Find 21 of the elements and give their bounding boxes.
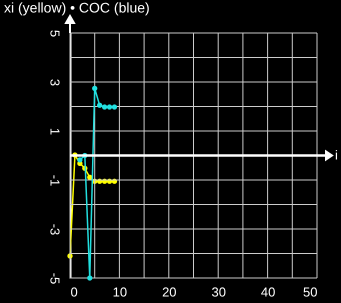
x-tick-label: 50	[303, 284, 318, 300]
y-tick-label: 3	[48, 78, 62, 86]
x-axis-title: i	[335, 148, 338, 162]
chart-title: xi (yellow) • COC (blue)	[4, 0, 150, 16]
point	[112, 104, 118, 110]
point	[106, 104, 112, 110]
x-tick-label: 0	[70, 284, 78, 300]
y-tick-label: 1	[48, 128, 62, 136]
point	[92, 86, 98, 92]
y-tick-label: -3	[48, 224, 62, 236]
point	[77, 157, 83, 163]
y-tick-label: 5	[48, 30, 62, 38]
x-tick-label: 40	[260, 284, 276, 300]
x-tick-label: 10	[112, 284, 128, 300]
x-tick-label: 20	[162, 284, 177, 300]
point	[102, 104, 108, 110]
point	[87, 275, 92, 281]
point	[96, 102, 102, 108]
y-tick-label: -1	[48, 174, 62, 186]
y-tick-label: -5	[48, 272, 62, 284]
x-tick-label: 30	[211, 284, 226, 300]
